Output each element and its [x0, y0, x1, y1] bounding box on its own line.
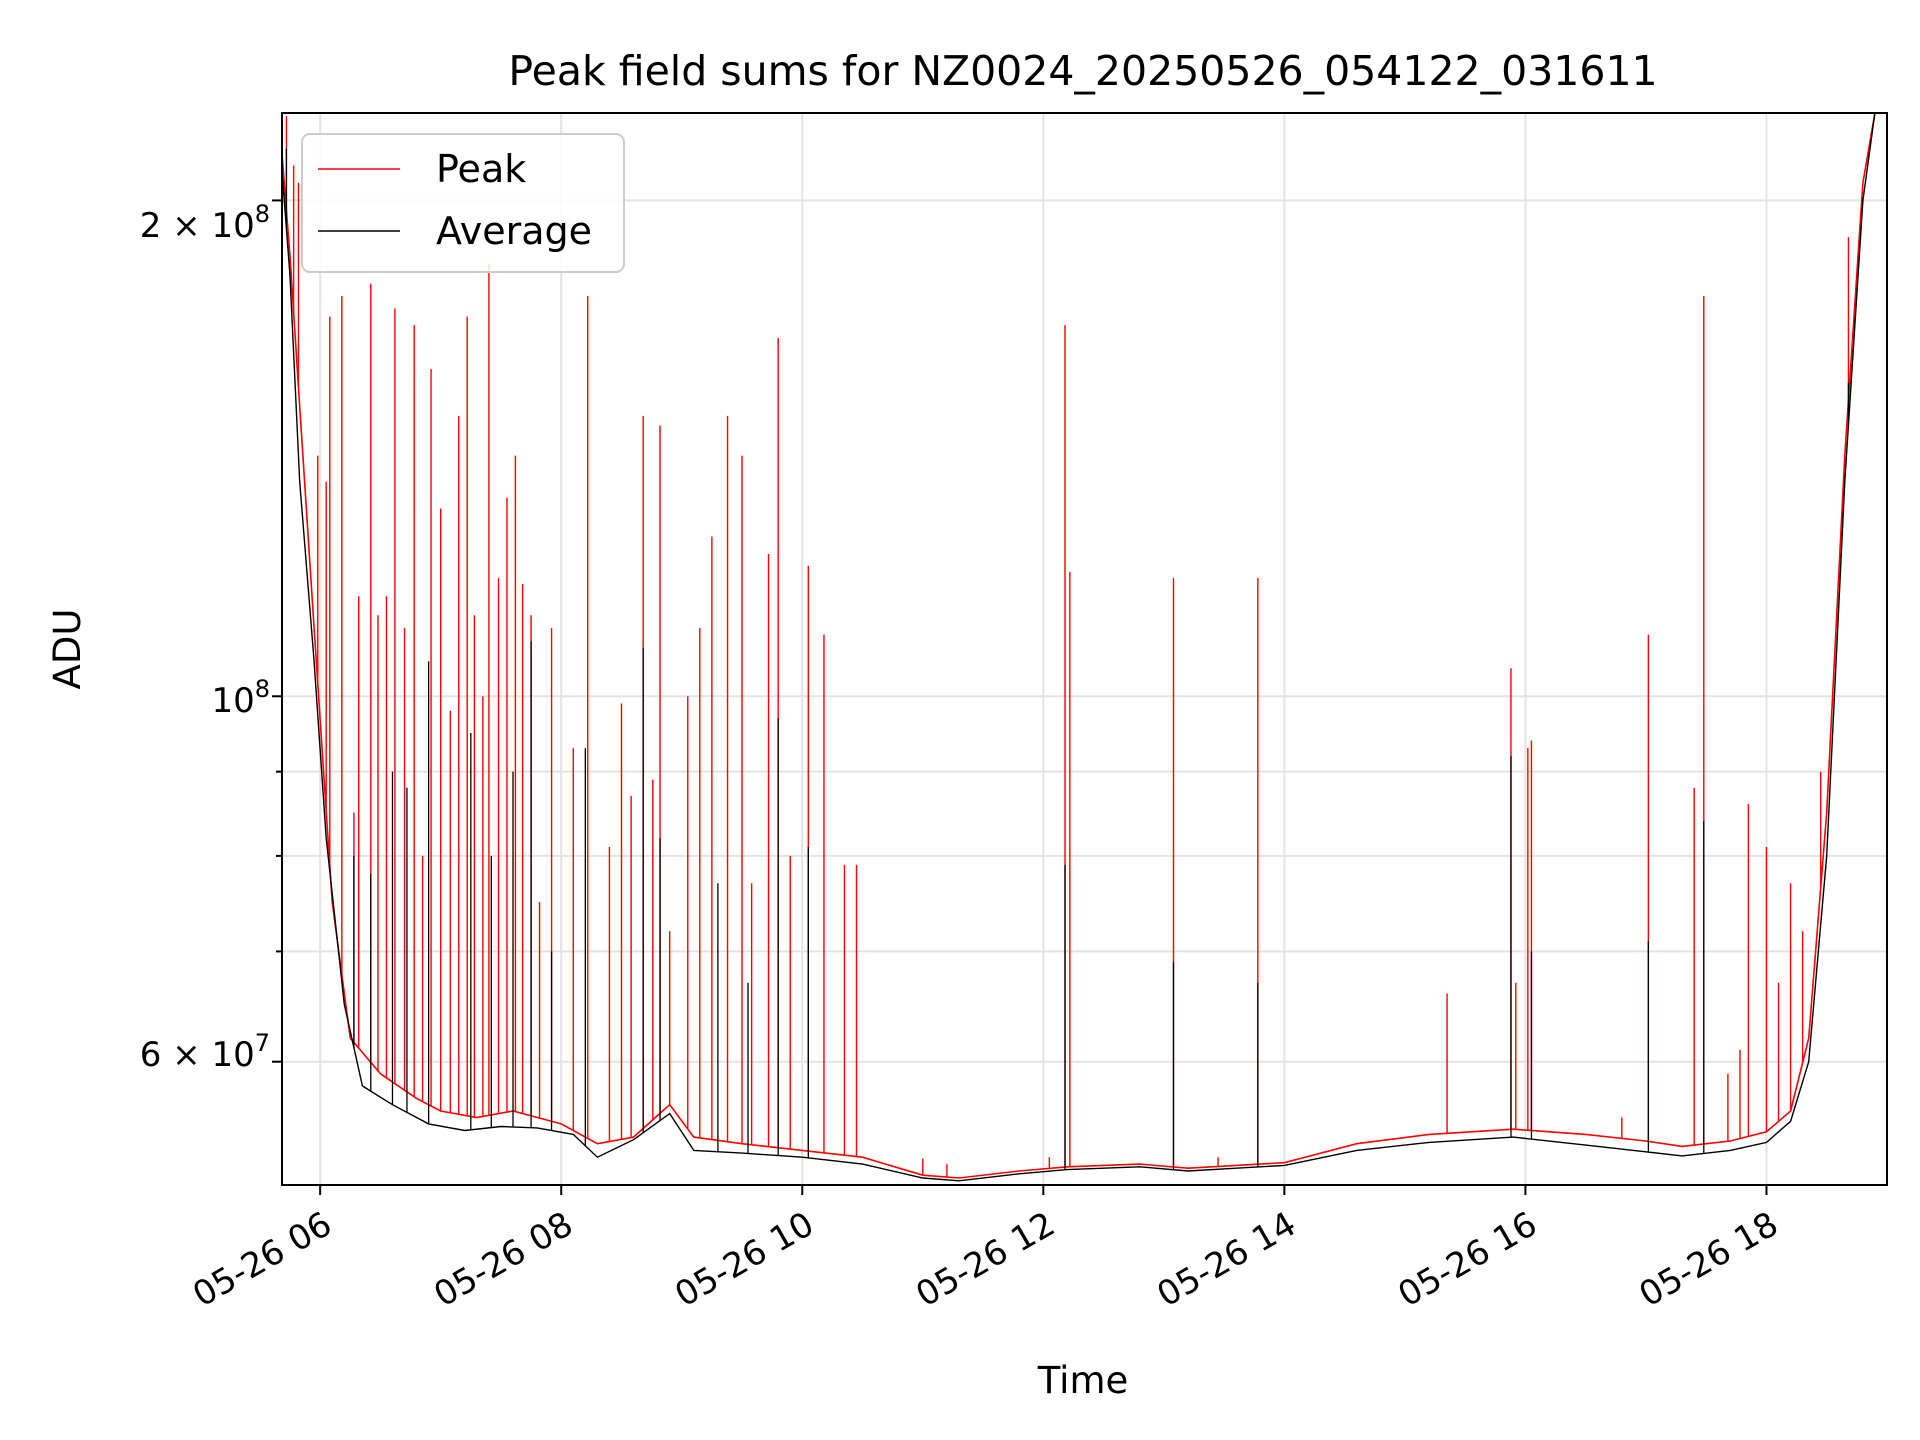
- average-line: [282, 113, 1887, 1182]
- series-average: [282, 113, 1887, 1182]
- legend-peak-label: Peak: [436, 147, 526, 191]
- chart-title: Peak field sums for NZ0024_20250526_0541…: [508, 47, 1657, 95]
- y-axis-label: ADU: [46, 609, 89, 690]
- legend-average-label: Average: [436, 209, 592, 253]
- plot-frame: [281, 112, 1888, 1186]
- y-tick-label-1e8: 108: [211, 675, 270, 721]
- series-group: [282, 113, 1887, 1182]
- y-tick-label-6e7: 6 × 107: [140, 1029, 270, 1075]
- y-tick-label-2e8: 2 × 108: [140, 200, 270, 246]
- legend: Peak Average: [301, 133, 625, 273]
- x-axis-label: Time: [1037, 1359, 1129, 1402]
- peak-line: [282, 113, 1887, 1179]
